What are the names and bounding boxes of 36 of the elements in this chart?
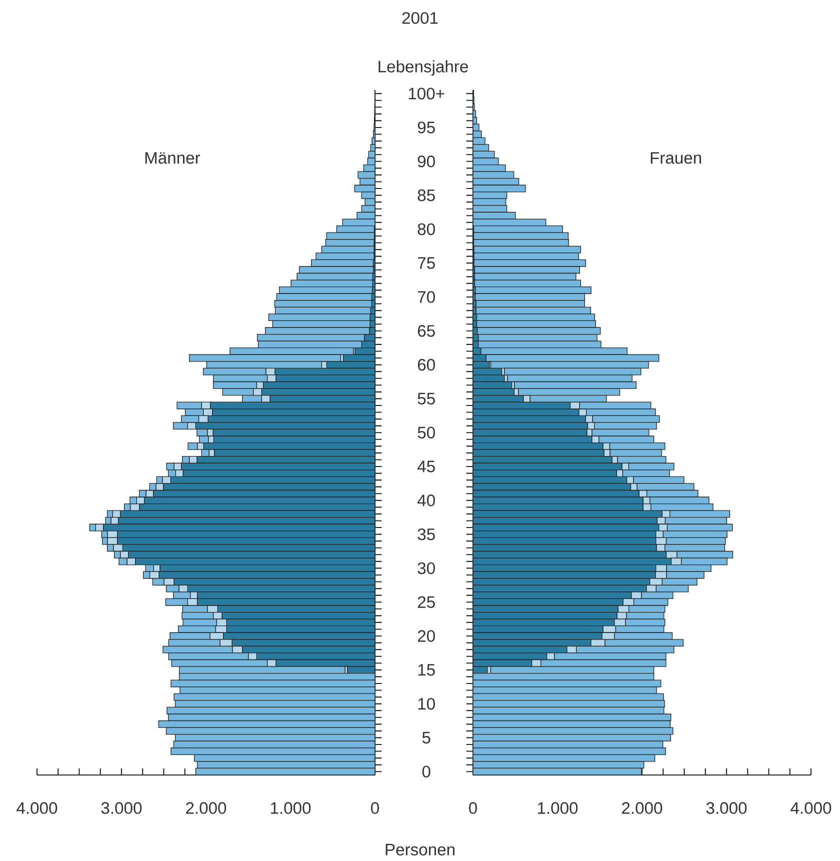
x-tick-label: 3.000 [706, 802, 747, 814]
y-tick-label: 25 [418, 596, 435, 608]
y-tick-label: 70 [418, 291, 435, 303]
y-tick-label: 40 [417, 494, 435, 506]
x-tick-label: 3.000 [101, 802, 142, 814]
y-tick-label: 75 [418, 257, 435, 269]
y-tick-label: 85 [418, 189, 435, 202]
x-tick-label: 4.000 [790, 802, 832, 814]
y-tick-label: 5 [422, 732, 430, 744]
y-tick-label: 0 [422, 766, 430, 778]
x-tick-label: 4.000 [16, 802, 58, 814]
y-tick-label: 30 [418, 562, 435, 574]
x-tick-label: 0 [371, 802, 379, 814]
y-tick-label: 100+ [408, 88, 444, 100]
y-tick-label: 60 [418, 358, 435, 371]
y-tick-label: 15 [418, 664, 435, 676]
text: Männer [145, 152, 200, 164]
x-tick-label: 1.000 [270, 802, 311, 814]
x-axis-title: Personen [386, 844, 454, 856]
x-tick-label: 2.000 [622, 802, 662, 814]
x-tick-label: 2.000 [186, 802, 226, 814]
y-tick-label: 95 [418, 122, 435, 134]
x-tick-label: 1.000 [538, 802, 578, 814]
y-axis-title: Lebensjahre [378, 60, 468, 76]
text: Frauen [650, 152, 702, 164]
text: 2001 [402, 12, 438, 24]
y-tick-label: 55 [418, 392, 435, 404]
y-tick-label: 35 [418, 528, 435, 540]
y-tick-label: 90 [418, 156, 435, 168]
y-tick-label: 80 [418, 223, 435, 236]
y-tick-label: 65 [418, 325, 435, 337]
y-tick-label: 10 [418, 698, 435, 710]
y-tick-label: 20 [418, 630, 435, 642]
y-tick-label: 45 [417, 460, 435, 472]
y-tick-label: 50 [418, 426, 435, 438]
x-tick-label: 0 [469, 802, 477, 814]
